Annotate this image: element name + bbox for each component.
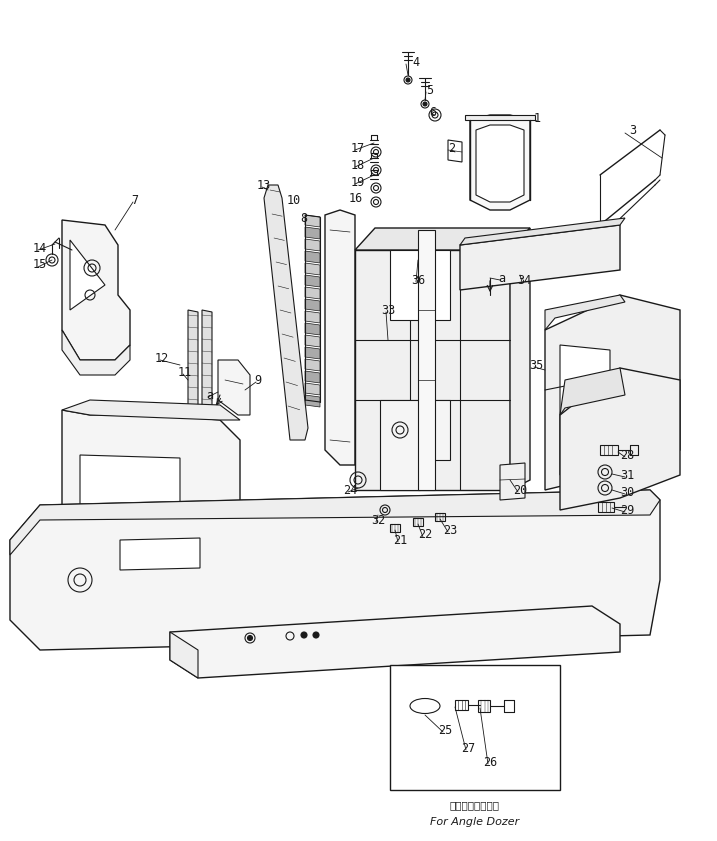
Polygon shape (510, 228, 530, 490)
Polygon shape (70, 240, 105, 310)
Polygon shape (476, 125, 524, 202)
Polygon shape (545, 295, 680, 490)
Polygon shape (62, 330, 130, 375)
Polygon shape (560, 368, 625, 415)
Polygon shape (465, 115, 535, 120)
Text: 1: 1 (533, 112, 541, 124)
Polygon shape (62, 400, 240, 420)
Polygon shape (390, 665, 560, 790)
Text: 12: 12 (155, 352, 169, 364)
Text: 7: 7 (131, 193, 138, 207)
Text: 17: 17 (351, 141, 365, 155)
Text: 24: 24 (343, 484, 357, 496)
Text: 13: 13 (257, 178, 271, 192)
Polygon shape (305, 227, 320, 239)
Polygon shape (170, 606, 620, 678)
Text: 34: 34 (517, 273, 531, 287)
Polygon shape (305, 251, 320, 263)
Text: 30: 30 (620, 485, 634, 499)
Text: アングルドーザ用: アングルドーザ用 (450, 800, 500, 810)
Polygon shape (500, 463, 525, 500)
Polygon shape (305, 395, 320, 407)
Polygon shape (325, 210, 355, 465)
Text: 14: 14 (33, 241, 47, 255)
Polygon shape (170, 632, 198, 678)
Polygon shape (62, 410, 240, 570)
Text: 23: 23 (443, 523, 457, 537)
Polygon shape (218, 360, 250, 415)
Text: 5: 5 (427, 83, 434, 97)
Polygon shape (560, 368, 680, 510)
Text: 18: 18 (351, 158, 365, 172)
Polygon shape (470, 115, 530, 210)
Polygon shape (10, 490, 660, 555)
Text: 26: 26 (483, 755, 497, 769)
Polygon shape (305, 383, 320, 395)
Text: 22: 22 (418, 528, 432, 542)
Circle shape (313, 632, 319, 638)
Polygon shape (355, 250, 510, 490)
Polygon shape (305, 239, 320, 251)
Circle shape (406, 78, 410, 82)
Text: a: a (206, 389, 214, 401)
Text: 27: 27 (461, 742, 475, 754)
Text: 4: 4 (412, 56, 419, 68)
Polygon shape (305, 287, 320, 299)
Text: 11: 11 (178, 366, 192, 378)
Polygon shape (460, 225, 620, 290)
Polygon shape (305, 275, 320, 287)
Text: 9: 9 (255, 373, 262, 387)
Polygon shape (305, 215, 320, 227)
Text: 15: 15 (33, 258, 47, 272)
Polygon shape (560, 345, 610, 475)
Polygon shape (10, 490, 660, 650)
Polygon shape (264, 185, 308, 440)
Text: a: a (498, 272, 505, 284)
Text: 28: 28 (620, 448, 634, 462)
Text: 36: 36 (411, 273, 425, 287)
Text: 6: 6 (429, 105, 437, 119)
Polygon shape (305, 347, 320, 359)
Text: 33: 33 (381, 304, 395, 316)
Polygon shape (460, 218, 625, 245)
Text: 2: 2 (448, 141, 455, 155)
Polygon shape (380, 400, 450, 490)
Circle shape (423, 102, 427, 106)
Circle shape (247, 636, 252, 641)
Polygon shape (305, 335, 320, 347)
Polygon shape (120, 538, 200, 570)
Polygon shape (355, 228, 530, 250)
Text: 8: 8 (300, 211, 308, 225)
Polygon shape (545, 295, 625, 330)
Polygon shape (305, 371, 320, 383)
Polygon shape (305, 323, 320, 335)
Circle shape (301, 632, 307, 638)
Polygon shape (305, 263, 320, 275)
Text: 20: 20 (513, 484, 527, 496)
Text: 3: 3 (630, 124, 637, 136)
Polygon shape (202, 310, 212, 482)
Text: 25: 25 (438, 723, 452, 737)
Text: 29: 29 (620, 504, 634, 516)
Text: 16: 16 (349, 192, 363, 204)
Text: 10: 10 (287, 193, 301, 207)
Text: 35: 35 (529, 358, 543, 372)
Polygon shape (62, 220, 130, 360)
Polygon shape (80, 455, 180, 512)
Polygon shape (305, 311, 320, 323)
Polygon shape (305, 359, 320, 371)
Polygon shape (418, 230, 435, 490)
Text: For Angle Dozer: For Angle Dozer (430, 817, 520, 827)
Polygon shape (188, 310, 198, 482)
Polygon shape (305, 299, 320, 311)
Polygon shape (390, 250, 450, 320)
Text: 32: 32 (371, 514, 385, 526)
Text: 31: 31 (620, 468, 634, 482)
Text: 19: 19 (351, 176, 365, 188)
Text: 21: 21 (393, 533, 407, 547)
